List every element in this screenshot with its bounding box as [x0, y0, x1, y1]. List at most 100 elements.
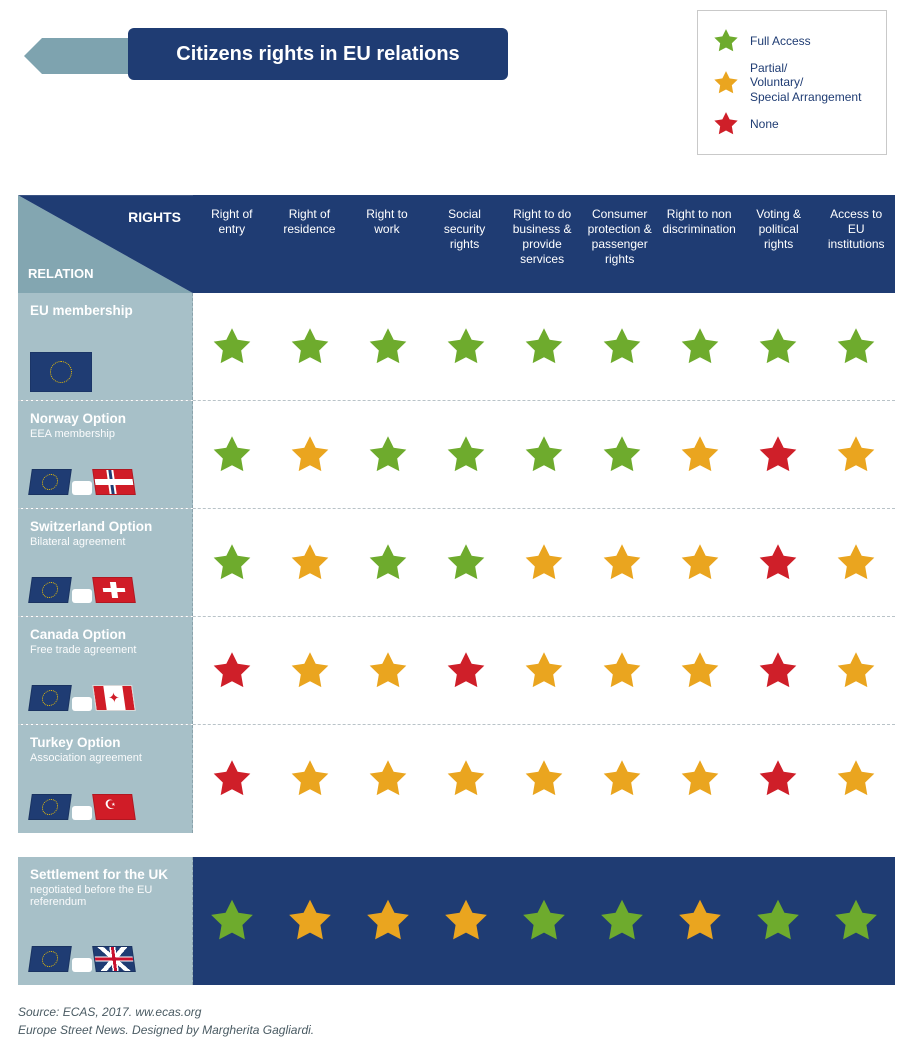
legend-label: Full Access — [750, 34, 811, 48]
star-icon — [678, 433, 722, 477]
value-cell — [583, 649, 661, 693]
column-header: Right to non discrimination — [658, 195, 739, 293]
value-cell — [661, 433, 739, 477]
value-cell — [427, 433, 505, 477]
star-icon — [366, 757, 410, 801]
value-cell — [739, 325, 817, 369]
handshake-icon — [72, 589, 92, 603]
relation-cell-uk: Settlement for the UK negotiated before … — [18, 857, 193, 985]
value-cell — [271, 433, 349, 477]
star-icon — [444, 541, 488, 585]
value-cell — [427, 541, 505, 585]
star-icon — [834, 433, 878, 477]
relation-cell: EU membership — [18, 293, 193, 400]
star-icon — [600, 757, 644, 801]
star-icon — [519, 896, 569, 946]
relation-subtitle: Association agreement — [30, 752, 182, 764]
relation-cell: Norway Option EEA membership — [18, 401, 193, 508]
star-icon — [366, 325, 410, 369]
value-cell — [271, 896, 349, 946]
star-icon — [210, 649, 254, 693]
value-cell — [193, 433, 271, 477]
star-icon — [600, 325, 644, 369]
eu-flag-icon — [28, 577, 72, 603]
value-cell — [271, 649, 349, 693]
value-cell — [817, 757, 895, 801]
value-cells — [193, 509, 895, 616]
value-cell — [661, 541, 739, 585]
value-cell — [193, 649, 271, 693]
value-cells — [193, 725, 895, 833]
star-icon — [678, 325, 722, 369]
corner-rights-label: RIGHTS — [128, 209, 181, 225]
corner-cell: RIGHTS RELATION — [18, 195, 193, 293]
value-cell — [661, 757, 739, 801]
relation-flag-icon: ✦ — [30, 685, 182, 716]
source-credit: Source: ECAS, 2017. ww.ecas.org Europe S… — [18, 1003, 895, 1039]
star-icon — [600, 541, 644, 585]
relation-cell: Switzerland Option Bilateral agreement — [18, 509, 193, 616]
star-icon — [444, 433, 488, 477]
relation-subtitle: Bilateral agreement — [30, 536, 182, 548]
value-cell — [583, 541, 661, 585]
star-icon — [600, 649, 644, 693]
star-icon — [678, 541, 722, 585]
uk-row: Settlement for the UK negotiated before … — [18, 857, 895, 985]
value-cell — [193, 325, 271, 369]
relation-title: Settlement for the UK — [30, 867, 182, 882]
column-header: Right to do business & provide services — [503, 195, 581, 293]
value-cell — [505, 757, 583, 801]
relation-flag-icon — [30, 352, 182, 392]
ca-flag-icon: ✦ — [92, 685, 136, 711]
value-cell — [349, 541, 427, 585]
value-cell — [505, 433, 583, 477]
value-cell — [583, 325, 661, 369]
value-cells — [193, 401, 895, 508]
column-headers: Right of entryRight of residenceRight to… — [193, 195, 895, 293]
legend-label: Partial/ Voluntary/ Special Arrangement — [750, 61, 861, 104]
relation-title: Turkey Option — [30, 735, 182, 750]
value-cells — [193, 617, 895, 724]
tr-flag-icon: ☪ — [92, 794, 136, 820]
star-icon — [210, 433, 254, 477]
value-cell — [349, 896, 427, 946]
value-cell — [271, 325, 349, 369]
star-icon — [678, 649, 722, 693]
page-title: Citizens rights in EU relations — [128, 28, 508, 80]
eu-flag-icon — [30, 352, 92, 392]
value-cell — [739, 433, 817, 477]
value-cell — [427, 757, 505, 801]
star-icon — [834, 757, 878, 801]
star-icon — [834, 325, 878, 369]
legend-label: None — [750, 117, 779, 131]
star-icon — [678, 757, 722, 801]
value-cell — [661, 325, 739, 369]
star-icon — [756, 433, 800, 477]
star-icon — [756, 325, 800, 369]
value-cell — [817, 649, 895, 693]
table-row: Canada Option Free trade agreement ✦ — [18, 617, 895, 725]
value-cell — [739, 757, 817, 801]
rights-matrix: RIGHTS RELATION Right of entryRight of r… — [18, 195, 895, 985]
source-line-1: Source: ECAS, 2017. ww.ecas.org — [18, 1003, 895, 1021]
legend-item: Partial/ Voluntary/ Special Arrangement — [712, 61, 872, 104]
title-ribbon: Citizens rights in EU relations — [18, 10, 677, 80]
star-icon — [675, 896, 725, 946]
relation-title: Canada Option — [30, 627, 182, 642]
relation-subtitle: EEA membership — [30, 428, 182, 440]
column-header: Access to EU institutions — [817, 195, 895, 293]
value-cell — [349, 325, 427, 369]
star-icon — [210, 757, 254, 801]
star-icon — [366, 433, 410, 477]
value-cell — [505, 541, 583, 585]
star-icon — [522, 649, 566, 693]
star-icon — [366, 649, 410, 693]
column-header: Voting & political rights — [740, 195, 818, 293]
star-icon — [288, 541, 332, 585]
star-icon — [834, 649, 878, 693]
legend: Full Access Partial/ Voluntary/ Special … — [697, 10, 887, 155]
relation-flag-icon — [30, 577, 182, 608]
relation-cell: Canada Option Free trade agreement ✦ — [18, 617, 193, 724]
star-icon — [210, 541, 254, 585]
star-icon — [756, 649, 800, 693]
